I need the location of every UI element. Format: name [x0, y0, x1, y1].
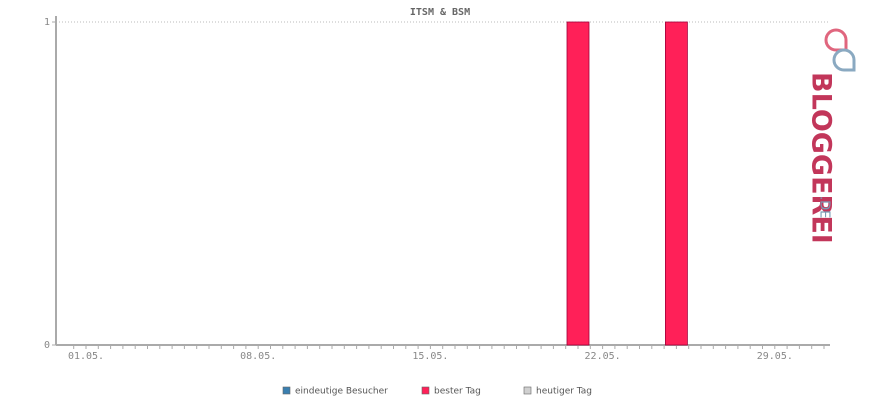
bar: [665, 21, 688, 346]
logo-suffix: .DE: [817, 196, 832, 218]
x-tick-label: 22.05.: [585, 351, 621, 362]
legend: eindeutige Besucher bester Tag heutiger Ta…: [282, 386, 592, 397]
x-tick-label: 08.05.: [240, 351, 276, 362]
legend-label: eindeutige Besucher: [295, 387, 388, 397]
x-tick-label: 01.05.: [68, 351, 104, 362]
legend-label: bester Tag: [434, 387, 481, 397]
bar: [566, 21, 590, 346]
legend-swatch: [523, 386, 532, 395]
x-tick-label: 15.05.: [412, 351, 448, 362]
logo-text: BLOGGEREI: [806, 72, 837, 244]
legend-label: heutiger Tag: [536, 387, 592, 397]
legend-swatch: [421, 386, 430, 395]
chart-title: ITSM & BSM: [410, 7, 470, 18]
logo-icon: [824, 28, 856, 72]
y-tick-label: 1: [44, 17, 50, 28]
legend-swatch: [282, 386, 291, 395]
y-tick-label: 0: [44, 340, 50, 351]
x-tick-label: 29.05.: [757, 351, 793, 362]
